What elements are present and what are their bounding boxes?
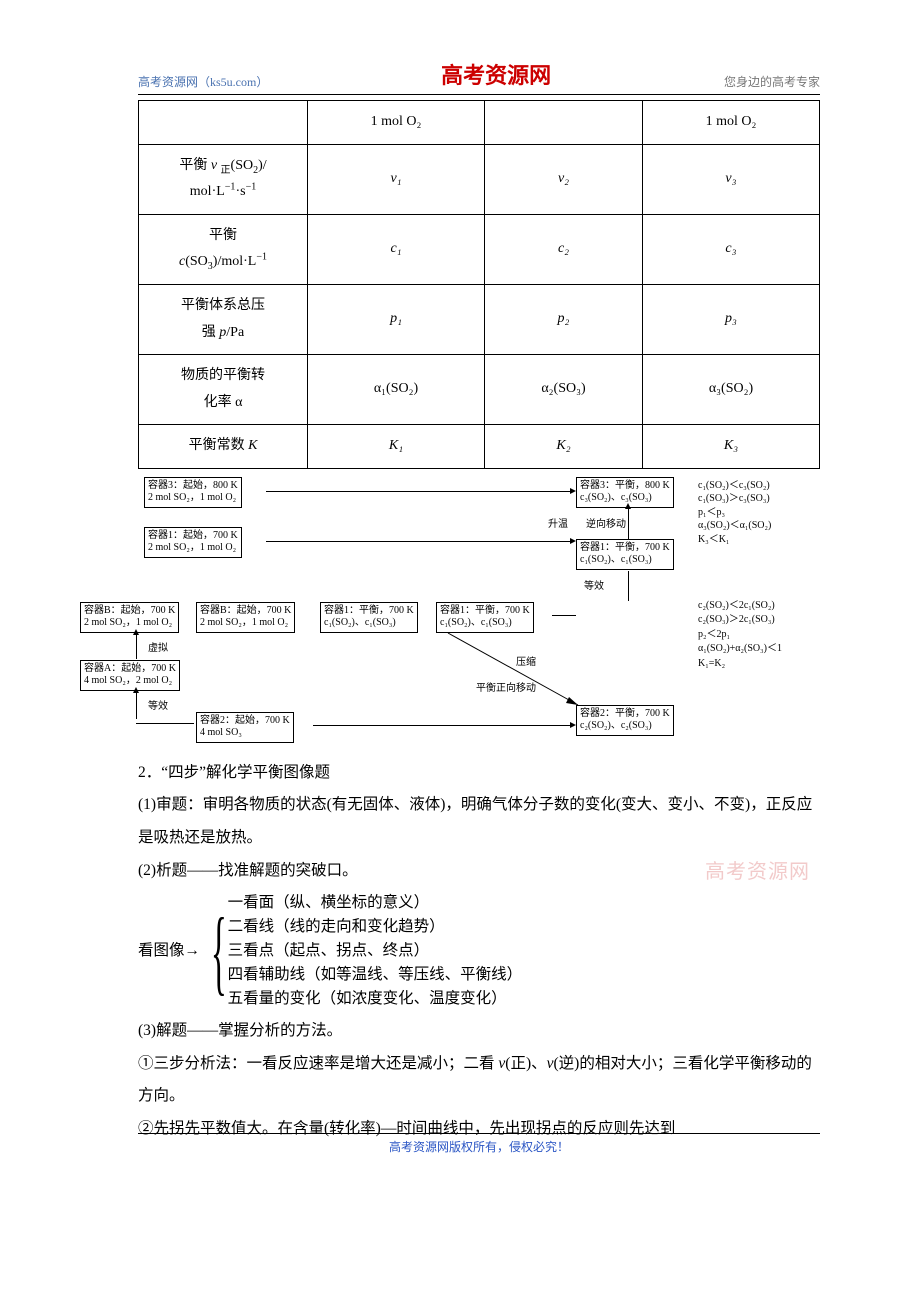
arrow-label: 逆向移动 bbox=[586, 515, 626, 530]
list-item: 一看面（纵、横坐标的意义） bbox=[228, 894, 430, 911]
row-label: 平衡 v 正(SO2)/mol·L−1·s−1 bbox=[139, 144, 308, 214]
page-header: 高考资源网（ks5u.com） 高考资源网 您身边的高考专家 bbox=[138, 58, 820, 95]
cell: c₃ bbox=[642, 214, 819, 284]
diagonal-arrow-icon bbox=[438, 627, 598, 717]
header-right: 您身边的高考专家 bbox=[724, 73, 820, 90]
equilibrium-table: 1 mol O₂ 1 mol O₂ 平衡 v 正(SO2)/mol·L−1·s−… bbox=[138, 100, 820, 469]
table-row: 平衡 v 正(SO2)/mol·L−1·s−1 v₁ v₂ v₃ bbox=[139, 144, 820, 214]
header-left: 高考资源网（ks5u.com） bbox=[138, 73, 268, 90]
cell: v₂ bbox=[485, 144, 643, 214]
page-footer: 高考资源网版权所有，侵权必究！ bbox=[138, 1133, 820, 1155]
flow-diagram: 容器3：起始，800 K2 mol SO₂，1 mol O₂ 容器1：起始，70… bbox=[138, 477, 820, 747]
cell: v₁ bbox=[308, 144, 485, 214]
diagram-box: 容器3：起始，800 K2 mol SO₂，1 mol O₂ bbox=[144, 477, 242, 508]
cell: c₁ bbox=[308, 214, 485, 284]
table-row: 物质的平衡转化率 α α₁(SO₂) α₂(SO₃) α₃(SO₂) bbox=[139, 355, 820, 425]
diagram-box: 容器2：起始，700 K4 mol SO₃ bbox=[196, 712, 294, 743]
paragraph: ①三步分析法：一看反应速率是增大还是减小；二看 v(正)、v(逆)的相对大小；三… bbox=[138, 1048, 820, 1113]
brace-items: 一看面（纵、横坐标的意义） 二看线（线的走向和变化趋势） 三看点（起点、拐点、终… bbox=[228, 891, 523, 1011]
diagram-box: 容器1：平衡，700 Kc₁(SO₂)、c₁(SO₃) bbox=[576, 539, 674, 570]
brace-lead: 看图像→ bbox=[138, 935, 204, 968]
cell: p₁ bbox=[308, 284, 485, 354]
paragraph: (3)解题——掌握分析的方法。 bbox=[138, 1015, 820, 1048]
list-item: 四看辅助线（如等温线、等压线、平衡线） bbox=[228, 966, 523, 983]
row-label: 平衡体系总压强 p/Pa bbox=[139, 284, 308, 354]
cell: c₂ bbox=[485, 214, 643, 284]
list-item: 五看量的变化（如浓度变化、温度变化） bbox=[228, 990, 507, 1007]
cell: v₃ bbox=[642, 144, 819, 214]
list-item: 三看点（起点、拐点、终点） bbox=[228, 942, 430, 959]
row-label: 平衡c(SO3)/mol·L−1 bbox=[139, 214, 308, 284]
cell: α₁(SO₂) bbox=[308, 355, 485, 425]
cell: 1 mol O₂ bbox=[308, 101, 485, 145]
diagram-box: 容器B：起始，700 K2 mol SO₂，1 mol O₂ bbox=[196, 602, 295, 633]
section-title: 2．“四步”解化学平衡图像题 bbox=[138, 757, 820, 790]
diagram-box: 容器1：起始，700 K2 mol SO₂，1 mol O₂ bbox=[144, 527, 242, 558]
table-row: 平衡常数 K K₁ K₂ K₃ bbox=[139, 425, 820, 469]
diagram-note: c₂(SO₂)＜2c₁(SO₂)c₂(SO₃)＞2c₁(SO₃)p₂＜2p₁α₁… bbox=[698, 599, 782, 672]
paragraph: (1)审题：审明各物质的状态(有无固体、液体)，明确气体分子数的变化(变大、变小… bbox=[138, 789, 820, 854]
table-row: 平衡体系总压强 p/Pa p₁ p₂ p₃ bbox=[139, 284, 820, 354]
brace-icon: { bbox=[211, 904, 227, 999]
cell: α₂(SO₃) bbox=[485, 355, 643, 425]
arrow-label: 等效 bbox=[148, 697, 168, 712]
paragraph: (2)析题——找准解题的突破口。 bbox=[138, 855, 820, 888]
diagram-note: c₁(SO₂)＜c₃(SO₂)c₁(SO₃)＞c₃(SO₃)p₁＜p₃α₃(SO… bbox=[698, 479, 771, 547]
cell: K₃ bbox=[642, 425, 819, 469]
cell: p₂ bbox=[485, 284, 643, 354]
cell: α₃(SO₂) bbox=[642, 355, 819, 425]
row-label: 物质的平衡转化率 α bbox=[139, 355, 308, 425]
cell: K₂ bbox=[485, 425, 643, 469]
arrow-label: 虚拟 bbox=[148, 639, 168, 654]
table-row: 平衡c(SO3)/mol·L−1 c₁ c₂ c₃ bbox=[139, 214, 820, 284]
diagram-box: 容器1：平衡，700 Kc₁(SO₂)、c₁(SO₃) bbox=[320, 602, 418, 633]
cell bbox=[485, 101, 643, 145]
diagram-box: 容器A：起始，700 K4 mol SO₂，2 mol O₂ bbox=[80, 660, 180, 691]
cell: p₃ bbox=[642, 284, 819, 354]
diagram-box: 容器B：起始，700 K2 mol SO₂，1 mol O₂ bbox=[80, 602, 179, 633]
header-center: 高考资源网 bbox=[268, 58, 724, 90]
row-label: 平衡常数 K bbox=[139, 425, 308, 469]
cell: 1 mol O₂ bbox=[642, 101, 819, 145]
cell: K₁ bbox=[308, 425, 485, 469]
arrow-label: 等效 bbox=[584, 577, 604, 592]
list-item: 二看线（线的走向和变化趋势） bbox=[228, 918, 445, 935]
brace-block: 看图像→ { 一看面（纵、横坐标的意义） 二看线（线的走向和变化趋势） 三看点（… bbox=[138, 891, 820, 1011]
arrow-label: 升温 bbox=[548, 515, 568, 530]
section-2: 2．“四步”解化学平衡图像题 (1)审题：审明各物质的状态(有无固体、液体)，明… bbox=[138, 757, 820, 1145]
table-row: 1 mol O₂ 1 mol O₂ bbox=[139, 101, 820, 145]
